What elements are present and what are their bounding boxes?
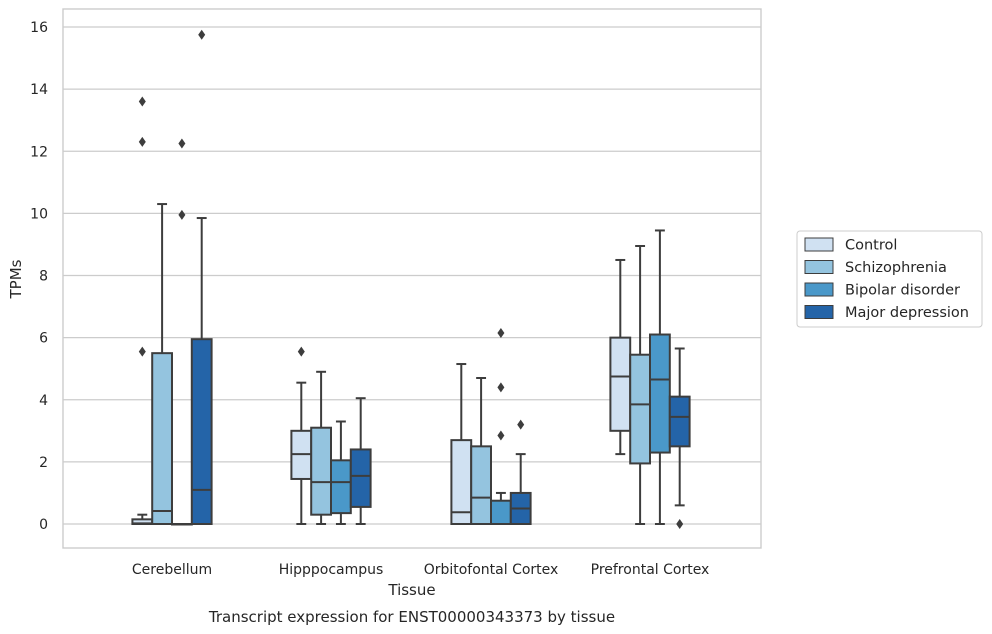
box-schizophrenia (629, 244, 652, 525)
box-control (609, 258, 632, 456)
x-tick-label: Prefrontal Cortex (591, 562, 710, 578)
x-tick-label: Cerebellum (132, 562, 212, 578)
box-bipolar-disorder (490, 327, 512, 525)
y-tick-labels: 0 2 4 6 8 10 12 14 16 (30, 20, 48, 533)
y-tick-label: 12 (30, 144, 48, 160)
outlier-point (138, 96, 146, 107)
box-iqr (330, 459, 352, 515)
box-iqr (490, 499, 512, 525)
y-axis-label: TPMs (7, 259, 25, 299)
box-iqr (649, 333, 671, 454)
legend-label: Bipolar disorder (845, 283, 960, 299)
y-tick-label: 10 (30, 206, 48, 222)
box-schizophrenia (310, 370, 333, 525)
outlier-point (178, 209, 186, 220)
outlier-point (297, 346, 305, 357)
legend-swatch (804, 282, 834, 297)
box-iqr (470, 445, 493, 525)
x-tick-label: Hipppocampus (279, 562, 384, 578)
y-tick-label: 16 (30, 20, 48, 36)
box-groups (131, 29, 691, 529)
box-major-depression (668, 347, 691, 529)
legend-swatch (804, 305, 834, 319)
outlier-point (517, 419, 525, 430)
legend-frame (796, 230, 983, 328)
legend-label: Schizophrenia (845, 260, 947, 276)
outlier-point (497, 327, 505, 338)
y-tick-label: 4 (39, 393, 48, 409)
box-major-depression (509, 419, 532, 525)
box-iqr (349, 448, 372, 508)
box-control (450, 363, 473, 526)
outlier-point (198, 29, 206, 40)
y-grid (63, 26, 761, 525)
y-tick-label: 2 (39, 455, 48, 471)
box-control (131, 96, 154, 526)
x-tick-labels: Cerebellum Hipppocampus Orbitofontal Corte… (132, 562, 709, 578)
y-tick-label: 6 (39, 331, 48, 347)
x-axis-label: Tissue (387, 581, 435, 599)
box-iqr (668, 395, 691, 448)
box-major-depression (349, 397, 372, 525)
legend: Control Schizophrenia Bipolar disorder Majo… (796, 230, 983, 328)
box-bipolar-disorder (171, 138, 193, 526)
box-iqr (609, 336, 632, 432)
outlier-point (138, 136, 146, 147)
legend-swatch (804, 237, 834, 252)
outlier-point (138, 346, 146, 357)
y-tick-label: 14 (30, 82, 48, 98)
outlier-point (676, 519, 684, 529)
x-tick-label: Orbitofontal Cortex (424, 562, 559, 578)
box-iqr (151, 352, 173, 525)
box-schizophrenia (470, 377, 493, 525)
legend-swatch (804, 260, 834, 274)
box-control (290, 346, 313, 525)
box-iqr (310, 426, 333, 516)
plot-frame (62, 8, 762, 549)
outlier-point (497, 382, 505, 393)
legend-label: Major depression (845, 305, 969, 321)
box-schizophrenia (151, 203, 173, 525)
box-iqr (190, 338, 213, 525)
box-bipolar-disorder (649, 229, 671, 525)
box-bipolar-disorder (330, 420, 352, 525)
box-major-depression (190, 29, 213, 525)
outlier-point (178, 138, 186, 149)
y-tick-label: 0 (39, 517, 48, 533)
legend-label: Control (845, 238, 897, 254)
outlier-point (497, 430, 505, 441)
chart-title: Transcript expression for ENST0000034337… (208, 608, 615, 626)
y-tick-label: 8 (39, 269, 48, 285)
box-iqr (629, 353, 652, 465)
